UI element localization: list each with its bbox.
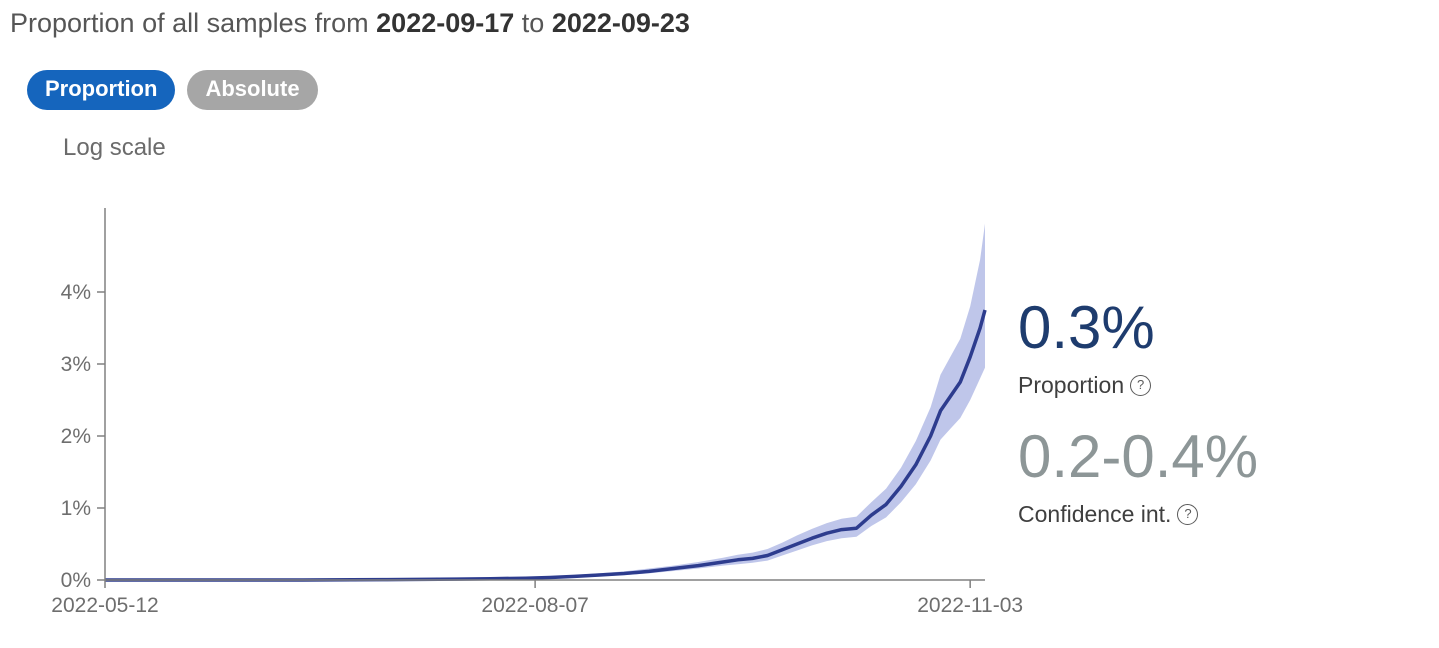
y-tick-label: 3% — [61, 353, 91, 376]
proportion-value: 0.3% — [1018, 294, 1155, 361]
proportion-stat-label-text: Proportion — [1018, 372, 1125, 398]
proportion-help-icon[interactable]: ? — [1130, 375, 1152, 396]
y-tick-label: 0% — [61, 569, 91, 592]
confidence-band — [105, 223, 985, 580]
x-tick-label: 2022-08-07 — [481, 594, 588, 617]
proportion-stat-label: Proportion? — [1018, 372, 1418, 399]
stats-panel: 0.3% Proportion? 0.2-0.4% Confidence int… — [1018, 296, 1418, 528]
ci-help-icon[interactable]: ? — [1177, 504, 1199, 525]
ci-value: 0.2-0.4% — [1018, 423, 1259, 490]
ci-stat-label-text: Confidence int. — [1018, 501, 1172, 527]
proportion-chart[interactable]: 0% 1% 2% 3% 4% 2022-05-12 2022-08-07 2022-11-03 — [0, 195, 1050, 625]
ci-stat-label: Confidence int.? — [1018, 501, 1418, 528]
y-tick-label: 2% — [61, 425, 91, 448]
proportion-chart-svg[interactable]: 0% 1% 2% 3% 4% 2022-05-12 2022-08-07 2022-11-03 — [0, 195, 1050, 625]
proportion-absolute-toggle: Proportion Absolute — [27, 70, 318, 110]
title-mid: to — [514, 8, 552, 38]
title-date-from: 2022-09-17 — [376, 8, 515, 38]
title-date-to: 2022-09-23 — [551, 8, 690, 38]
proportion-line — [105, 309, 987, 582]
title-prefix: Proportion of all samples from — [10, 8, 377, 38]
page-title: Proportion of all samples from 2022-09-1… — [10, 8, 690, 39]
proportion-toggle-button[interactable]: Proportion — [27, 70, 176, 110]
log-scale-toggle[interactable]: Log scale — [63, 134, 166, 161]
x-tick-label: 2022-11-03 — [917, 594, 1023, 617]
x-tick-label: 2022-05-12 — [51, 594, 158, 617]
y-tick-label: 1% — [61, 497, 91, 520]
absolute-toggle-button[interactable]: Absolute — [187, 70, 318, 110]
y-tick-label: 4% — [61, 281, 91, 304]
